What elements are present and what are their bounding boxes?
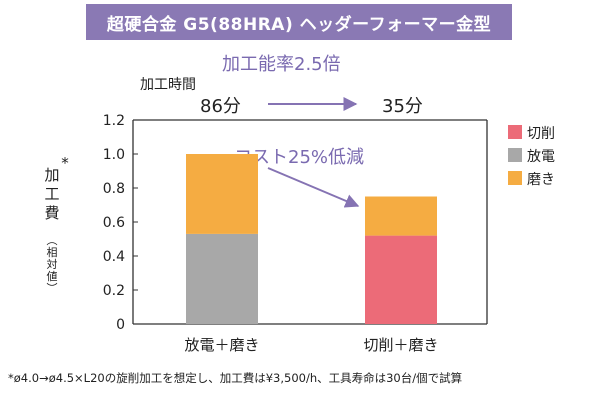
cost-arrow (267, 167, 360, 208)
footnote: *ø4.0→ø4.5×L20の旋削加工を想定し、加工費は¥3,500/h、工具寿… (8, 371, 463, 385)
legend-label: 切削 (527, 126, 555, 142)
legend-swatch (508, 171, 522, 185)
legend-label: 磨き (527, 172, 555, 188)
legend-swatch (508, 148, 522, 162)
legend-swatch (508, 125, 522, 139)
cost-note: コスト25%低減 (234, 147, 365, 168)
x-category-label: 切削＋磨き (363, 336, 438, 354)
y-axis-label-mark: * (61, 154, 69, 172)
bar-segment-2-1 (365, 196, 437, 236)
y-tick-label: 0.4 (103, 249, 125, 265)
y-axis-label: 加工費 (44, 166, 59, 222)
legend-label: 放電 (527, 149, 555, 165)
bar-segment-2-0 (186, 154, 258, 234)
y-tick-label: 0.6 (103, 215, 125, 231)
y-tick-label: 0.2 (103, 283, 125, 299)
time-label: 加工時間 (140, 77, 196, 93)
x-category-label: 放電＋磨き (184, 336, 259, 354)
chart-title: 超硬合金 G5(88HRA) ヘッダーフォーマー金型 (106, 14, 492, 35)
y-tick-label: 0.8 (103, 181, 125, 197)
y-tick-label: 0 (116, 317, 125, 333)
bar-segment-1-0 (186, 233, 258, 324)
y-tick-label: 1.2 (103, 113, 125, 129)
time-after: 35分 (382, 96, 423, 117)
chart-title-banner: 超硬合金 G5(88HRA) ヘッダーフォーマー金型 (86, 4, 512, 40)
y-tick-label: 1.0 (103, 147, 125, 163)
bar-segment-0-1 (365, 235, 437, 324)
time-before: 86分 (200, 96, 241, 117)
y-axis-label-sub: ︵相対値︶ (47, 234, 58, 295)
speed-note-title: 加工能率2.5倍 (222, 54, 341, 75)
